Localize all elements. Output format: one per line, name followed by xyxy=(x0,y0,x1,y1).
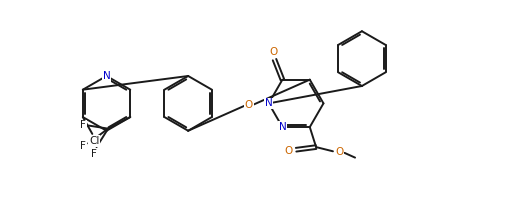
Text: O: O xyxy=(285,146,293,156)
Text: N: N xyxy=(103,71,111,81)
Text: O: O xyxy=(245,100,253,110)
Text: Cl: Cl xyxy=(89,136,99,146)
Text: N: N xyxy=(279,122,286,132)
Text: F: F xyxy=(91,149,97,159)
Text: F: F xyxy=(80,141,86,151)
Text: O: O xyxy=(269,47,278,57)
Text: O: O xyxy=(335,147,343,157)
Text: N: N xyxy=(265,98,272,108)
Text: F: F xyxy=(80,120,86,130)
